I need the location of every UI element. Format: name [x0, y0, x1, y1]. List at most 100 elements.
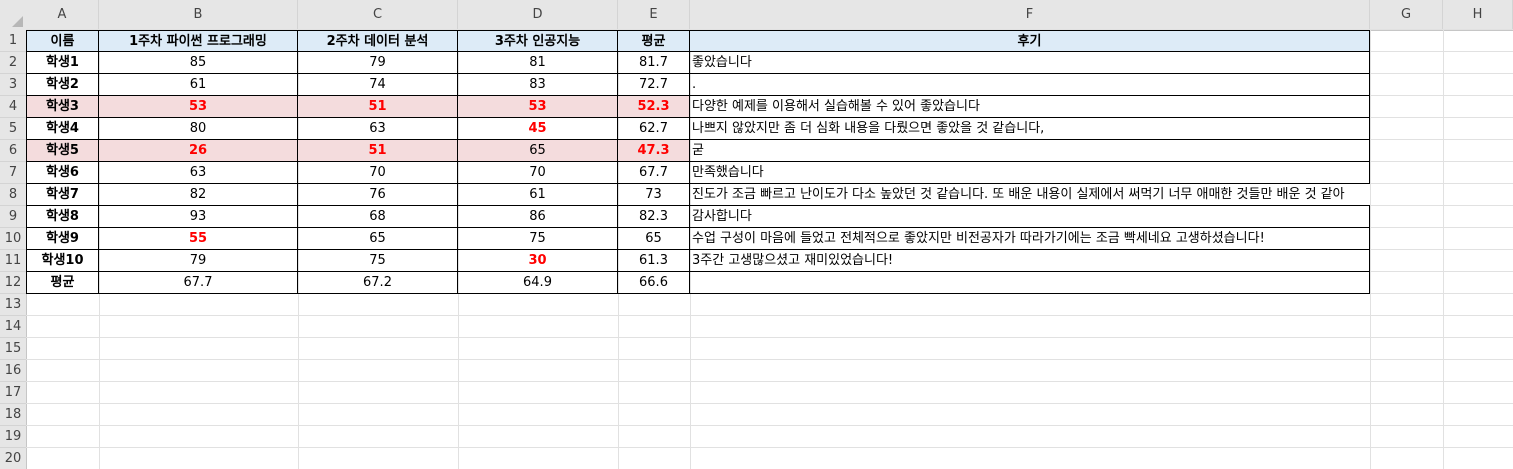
row-header-16[interactable]: 16	[0, 360, 26, 382]
student-name-cell[interactable]: 학생6	[26, 162, 99, 184]
score-cell[interactable]: 61.3	[618, 250, 690, 272]
row-header-10[interactable]: 10	[0, 228, 26, 250]
score-cell[interactable]: 47.3	[618, 140, 690, 162]
row-header-12[interactable]: 12	[0, 272, 26, 294]
row-header-18[interactable]: 18	[0, 404, 26, 426]
score-cell[interactable]: 86	[458, 206, 618, 228]
select-all-corner[interactable]	[0, 0, 26, 30]
score-cell[interactable]: 61	[458, 184, 618, 206]
student-name-cell[interactable]: 학생9	[26, 228, 99, 250]
student-name-cell[interactable]: 학생10	[26, 250, 99, 272]
row-header-5[interactable]: 5	[0, 118, 26, 140]
review-cell[interactable]: 나쁘지 않았지만 좀 더 심화 내용을 다뤘으면 좋았을 것 같습니다,	[690, 118, 1370, 140]
average-cell[interactable]: 66.6	[618, 272, 690, 294]
row-header-17[interactable]: 17	[0, 382, 26, 404]
score-cell[interactable]: 73	[618, 184, 690, 206]
score-cell[interactable]: 51	[298, 96, 458, 118]
score-cell[interactable]: 72.7	[618, 74, 690, 96]
score-cell[interactable]: 76	[298, 184, 458, 206]
score-cell[interactable]: 63	[298, 118, 458, 140]
row-header-4[interactable]: 4	[0, 96, 26, 118]
score-cell[interactable]: 93	[99, 206, 298, 228]
score-cell[interactable]: 55	[99, 228, 298, 250]
review-cell[interactable]: 굳	[690, 140, 1370, 162]
student-name-cell[interactable]: 학생7	[26, 184, 99, 206]
row-header-15[interactable]: 15	[0, 338, 26, 360]
row-header-2[interactable]: 2	[0, 52, 26, 74]
row-header-1[interactable]: 1	[0, 30, 26, 52]
score-cell[interactable]: 52.3	[618, 96, 690, 118]
column-header-c[interactable]: C	[298, 0, 458, 30]
score-cell[interactable]: 79	[298, 52, 458, 74]
average-review-cell[interactable]	[690, 272, 1370, 294]
score-cell[interactable]: 85	[99, 52, 298, 74]
column-header-h[interactable]: H	[1443, 0, 1513, 30]
score-cell[interactable]: 53	[99, 96, 298, 118]
review-cell[interactable]: 만족했습니다	[690, 162, 1370, 184]
score-cell[interactable]: 75	[458, 228, 618, 250]
row-header-7[interactable]: 7	[0, 162, 26, 184]
review-cell[interactable]: 3주간 고생많으셨고 재미있었습니다!	[690, 250, 1370, 272]
score-cell[interactable]: 65	[458, 140, 618, 162]
score-cell[interactable]: 82.3	[618, 206, 690, 228]
score-cell[interactable]: 53	[458, 96, 618, 118]
score-cell[interactable]: 80	[99, 118, 298, 140]
column-header-f[interactable]: F	[690, 0, 1370, 30]
score-cell[interactable]: 75	[298, 250, 458, 272]
score-cell[interactable]: 83	[458, 74, 618, 96]
score-cell[interactable]: 81	[458, 52, 618, 74]
average-label-cell[interactable]: 평균	[26, 272, 99, 294]
header-cell[interactable]: 2주차 데이터 분석	[298, 30, 458, 52]
row-header-19[interactable]: 19	[0, 426, 26, 448]
review-cell[interactable]: 진도가 조금 빠르고 난이도가 다소 높았던 것 같습니다. 또 배운 내용이 …	[690, 184, 1370, 206]
row-header-8[interactable]: 8	[0, 184, 26, 206]
student-name-cell[interactable]: 학생4	[26, 118, 99, 140]
score-cell[interactable]: 62.7	[618, 118, 690, 140]
column-header-g[interactable]: G	[1370, 0, 1443, 30]
score-cell[interactable]: 65	[618, 228, 690, 250]
row-header-11[interactable]: 11	[0, 250, 26, 272]
score-cell[interactable]: 65	[298, 228, 458, 250]
header-cell[interactable]: 후기	[690, 30, 1370, 52]
review-cell[interactable]: 다양한 예제를 이용해서 실습해볼 수 있어 좋았습니다	[690, 96, 1370, 118]
column-header-b[interactable]: B	[99, 0, 298, 30]
header-cell[interactable]: 이름	[26, 30, 99, 52]
review-cell[interactable]: .	[690, 74, 1370, 96]
column-header-d[interactable]: D	[458, 0, 618, 30]
score-cell[interactable]: 67.7	[618, 162, 690, 184]
student-name-cell[interactable]: 학생8	[26, 206, 99, 228]
student-name-cell[interactable]: 학생2	[26, 74, 99, 96]
header-cell[interactable]: 1주차 파이썬 프로그래밍	[99, 30, 298, 52]
score-cell[interactable]: 45	[458, 118, 618, 140]
score-cell[interactable]: 51	[298, 140, 458, 162]
student-name-cell[interactable]: 학생1	[26, 52, 99, 74]
row-header-6[interactable]: 6	[0, 140, 26, 162]
row-header-3[interactable]: 3	[0, 74, 26, 96]
row-header-20[interactable]: 20	[0, 448, 26, 469]
score-cell[interactable]: 26	[99, 140, 298, 162]
review-cell[interactable]: 감사합니다	[690, 206, 1370, 228]
score-cell[interactable]: 63	[99, 162, 298, 184]
score-cell[interactable]: 30	[458, 250, 618, 272]
column-header-a[interactable]: A	[26, 0, 99, 30]
score-cell[interactable]: 70	[458, 162, 618, 184]
score-cell[interactable]: 74	[298, 74, 458, 96]
row-header-13[interactable]: 13	[0, 294, 26, 316]
average-cell[interactable]: 67.7	[99, 272, 298, 294]
student-name-cell[interactable]: 학생3	[26, 96, 99, 118]
score-cell[interactable]: 68	[298, 206, 458, 228]
score-cell[interactable]: 61	[99, 74, 298, 96]
row-header-9[interactable]: 9	[0, 206, 26, 228]
header-cell[interactable]: 3주차 인공지능	[458, 30, 618, 52]
review-cell[interactable]: 수업 구성이 마음에 들었고 전체적으로 좋았지만 비전공자가 따라가기에는 조…	[690, 228, 1370, 250]
average-cell[interactable]: 64.9	[458, 272, 618, 294]
score-cell[interactable]: 82	[99, 184, 298, 206]
score-cell[interactable]: 79	[99, 250, 298, 272]
score-cell[interactable]: 81.7	[618, 52, 690, 74]
student-name-cell[interactable]: 학생5	[26, 140, 99, 162]
average-cell[interactable]: 67.2	[298, 272, 458, 294]
header-cell[interactable]: 평균	[618, 30, 690, 52]
score-cell[interactable]: 70	[298, 162, 458, 184]
column-header-e[interactable]: E	[618, 0, 690, 30]
review-cell[interactable]: 좋았습니다	[690, 52, 1370, 74]
